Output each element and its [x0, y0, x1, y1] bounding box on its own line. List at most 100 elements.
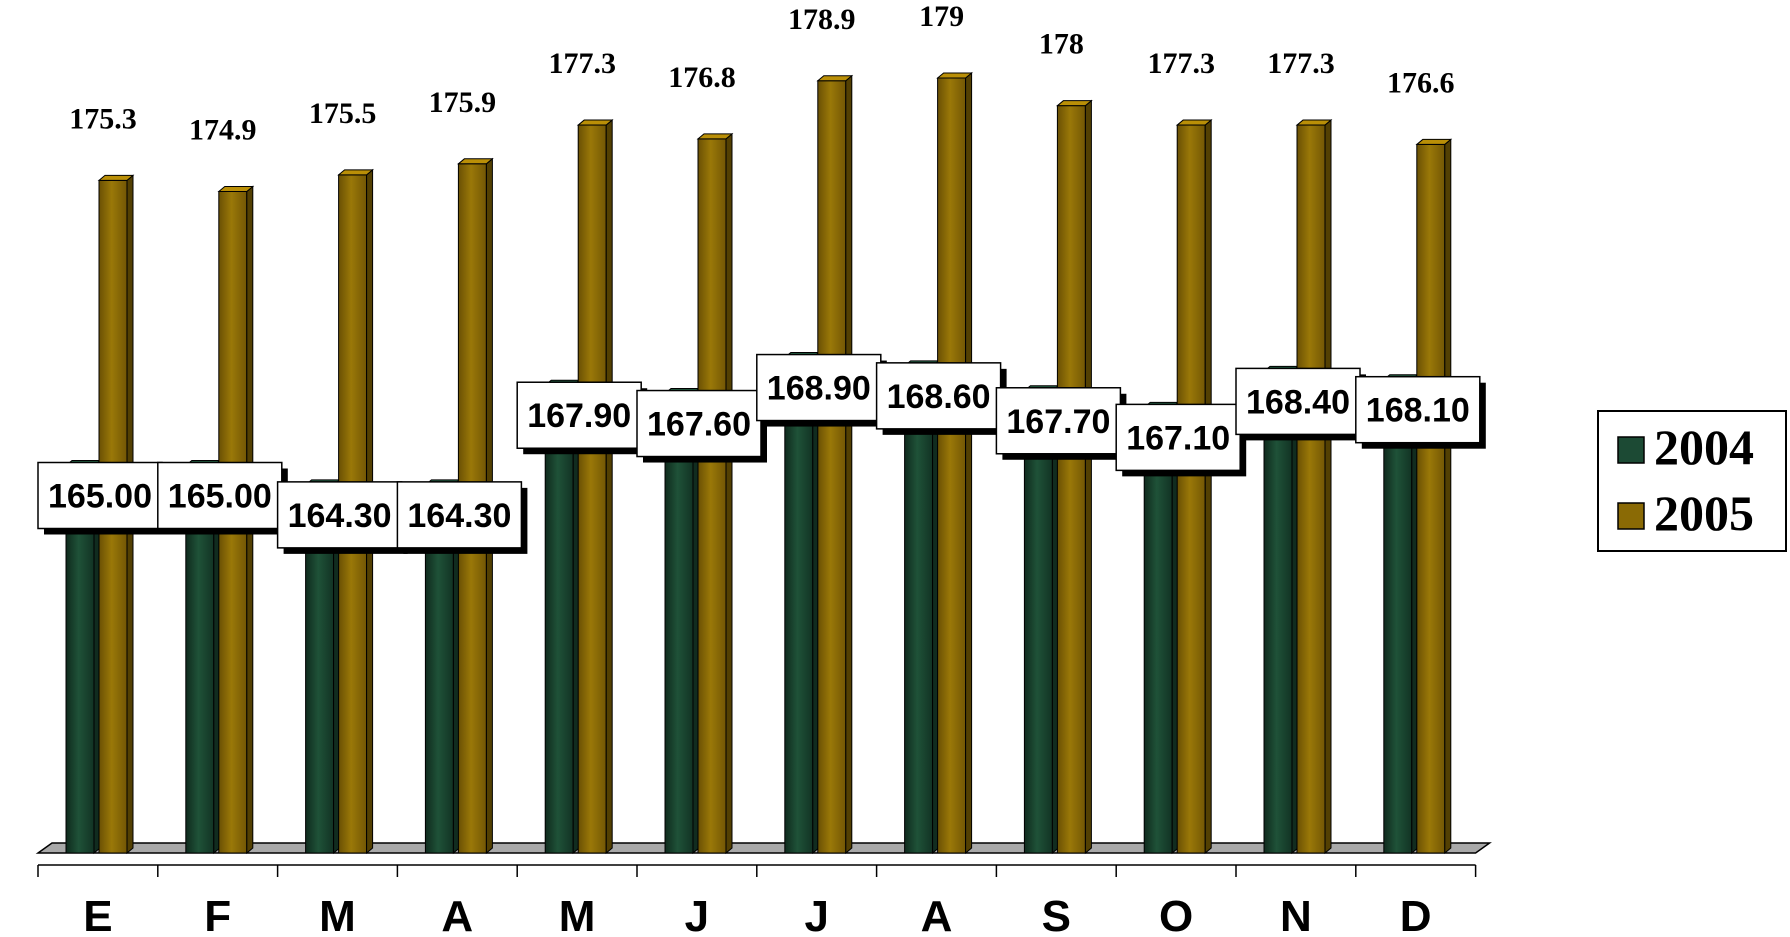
data-label-2004: 167.10: [1115, 403, 1247, 477]
x-tick-label: O: [1159, 892, 1193, 937]
data-label-text: 167.10: [1126, 419, 1230, 457]
bar-side: [725, 132, 733, 855]
data-label-2004: 165.00: [37, 461, 168, 535]
data-label-2004: 165.00: [157, 461, 288, 535]
data-label-text: 168.90: [767, 370, 871, 408]
data-label-2005: 175.5: [309, 97, 377, 130]
data-label-2004: 168.40: [1235, 367, 1366, 441]
floor-plane: [35, 842, 1492, 854]
x-tick-label: E: [83, 892, 112, 937]
bar-side: [965, 71, 973, 855]
legend-swatch-2005: [1617, 502, 1645, 530]
x-tick-label: S: [1042, 892, 1071, 937]
bar-front: [1023, 390, 1053, 854]
data-label-text: 164.30: [407, 497, 511, 535]
data-label-2005: 178: [1039, 28, 1084, 61]
data-label-2005: 176.8: [668, 61, 736, 94]
bar-side: [1204, 118, 1212, 855]
bars-group: [64, 71, 1453, 855]
chart-floor: [35, 842, 1492, 854]
x-tick-label: J: [685, 892, 709, 937]
bar-side: [845, 74, 853, 855]
legend-label-2005: 2005: [1654, 485, 1754, 541]
data-label-2004: 168.60: [875, 362, 1007, 435]
bar-2005-11: [1415, 138, 1453, 855]
bar-2004-6: [783, 351, 821, 855]
data-label-2005: 177.3: [1267, 47, 1335, 80]
label-box: [1355, 375, 1481, 444]
bar-top: [1295, 119, 1333, 126]
data-label-2004: 164.30: [276, 481, 408, 554]
label-box: [157, 461, 283, 530]
bar-top: [1056, 100, 1093, 107]
data-label-text: 168.40: [1246, 383, 1350, 421]
x-tick-label: N: [1280, 892, 1312, 937]
legend-label-2004: 2004: [1654, 419, 1754, 475]
bar-2005-6: [816, 74, 854, 855]
bar-side: [1444, 138, 1452, 855]
data-label-2005: 179: [919, 0, 964, 33]
label-box: [995, 387, 1122, 455]
bar-side: [605, 118, 613, 855]
label-box: [756, 353, 882, 422]
x-tick-label: A: [921, 892, 953, 937]
bar-top: [576, 119, 614, 126]
label-box: [396, 481, 523, 549]
data-label-2004: 167.70: [995, 387, 1127, 460]
x-tick-label: M: [559, 892, 596, 937]
bar-front: [784, 357, 814, 854]
bar-2004-4: [543, 379, 581, 855]
bar-top: [936, 72, 973, 79]
bar-front: [1416, 143, 1446, 854]
data-label-2004: 167.60: [636, 389, 767, 463]
bar-2005-9: [1175, 118, 1213, 855]
data-labels-group: 175.3 174.9 175.5 175.9 177.3 176.8 178.9 179 17…: [37, 0, 1486, 554]
label-box: [1115, 403, 1241, 472]
label-box: [636, 389, 762, 458]
data-label-text: 167.90: [527, 397, 631, 435]
bar-top: [1175, 119, 1213, 126]
bar-front: [937, 77, 967, 854]
bar-front: [1263, 370, 1293, 854]
data-label-2005: 178.9: [788, 3, 856, 36]
bar-side: [1324, 118, 1332, 855]
bar-2005-4: [576, 118, 614, 855]
label-box: [37, 461, 163, 530]
data-label-2005: 177.3: [1147, 47, 1215, 80]
bar-top: [97, 174, 135, 181]
label-box: [516, 381, 642, 449]
legend-box: [1597, 410, 1787, 552]
data-label-2004: 164.30: [396, 481, 528, 554]
bar-side: [1084, 99, 1092, 855]
label-box: [875, 362, 1002, 430]
x-tick-label: M: [319, 892, 356, 937]
data-label-2005: 176.6: [1387, 66, 1455, 99]
bar-front: [904, 365, 934, 854]
data-label-text: 168.10: [1366, 392, 1470, 430]
x-tick-label: J: [804, 892, 828, 937]
legend-swatch-2004: [1617, 436, 1645, 464]
data-label-2005: 177.3: [548, 47, 616, 80]
bar-top: [816, 75, 854, 82]
bar-front: [817, 80, 847, 854]
label-box: [276, 481, 403, 549]
data-label-2004: 168.10: [1355, 375, 1486, 449]
bar-2005-5: [696, 132, 734, 855]
bar-top: [1415, 138, 1453, 145]
data-label-text: 165.00: [168, 478, 272, 516]
bar-front: [1383, 379, 1413, 854]
data-label-2005: 175.9: [429, 86, 497, 119]
bar-top: [457, 158, 494, 165]
bar-2005-7: [936, 71, 973, 855]
data-label-text: 167.60: [647, 406, 751, 444]
bar-front: [1056, 105, 1086, 854]
bar-front: [544, 384, 574, 854]
data-label-text: 168.60: [887, 378, 991, 416]
data-label-2004: 167.90: [516, 381, 648, 455]
data-label-text: 167.70: [1006, 403, 1110, 441]
bar-top: [217, 185, 255, 192]
bar-2005-10: [1295, 118, 1333, 855]
bar-front: [1176, 124, 1206, 854]
